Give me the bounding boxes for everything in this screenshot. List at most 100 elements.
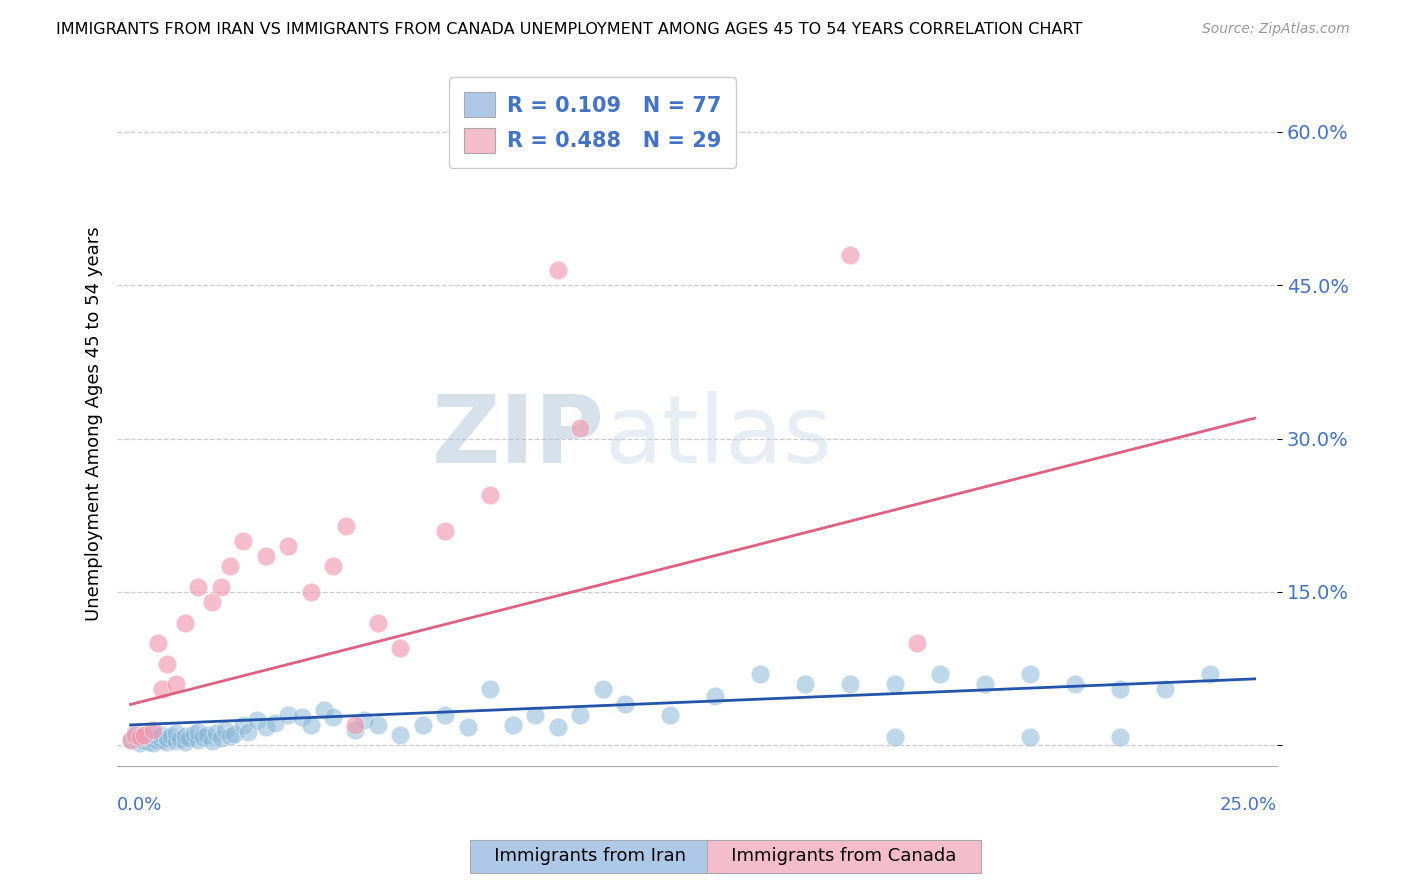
Point <box>200 734 222 748</box>
Text: ZIP: ZIP <box>432 391 605 483</box>
Point <box>299 718 322 732</box>
Point <box>179 731 201 746</box>
Point <box>367 615 389 630</box>
Point <box>434 707 457 722</box>
Point <box>156 731 179 746</box>
Point <box>195 728 218 742</box>
Point <box>134 728 156 742</box>
Point <box>146 636 169 650</box>
Point <box>884 677 907 691</box>
Point <box>1018 666 1040 681</box>
Point <box>1108 730 1130 744</box>
Point <box>150 728 173 742</box>
Text: atlas: atlas <box>605 391 832 483</box>
Point <box>183 727 205 741</box>
Text: Immigrants from Canada: Immigrants from Canada <box>714 847 973 865</box>
Point <box>218 729 240 743</box>
Point <box>973 677 995 691</box>
Point <box>146 730 169 744</box>
Point <box>1108 682 1130 697</box>
Point <box>218 559 240 574</box>
Point <box>367 718 389 732</box>
Point <box>232 533 254 548</box>
Point <box>150 733 173 747</box>
Point <box>322 559 344 574</box>
Point <box>128 730 150 744</box>
Point <box>389 728 412 742</box>
Point <box>592 682 614 697</box>
Point <box>173 729 195 743</box>
Point <box>839 247 862 261</box>
Point <box>120 733 142 747</box>
Point <box>173 615 195 630</box>
Point <box>142 727 165 741</box>
Legend: R = 0.109   N = 77, R = 0.488   N = 29: R = 0.109 N = 77, R = 0.488 N = 29 <box>449 78 737 168</box>
Point <box>1153 682 1175 697</box>
Text: 0.0%: 0.0% <box>117 797 163 814</box>
Point <box>659 707 682 722</box>
Point <box>173 735 195 749</box>
Point <box>200 595 222 609</box>
Point <box>389 641 412 656</box>
Point <box>165 677 187 691</box>
Point <box>214 723 236 737</box>
Point <box>344 718 367 732</box>
Point <box>907 636 929 650</box>
Point <box>1018 730 1040 744</box>
Point <box>749 666 772 681</box>
Point <box>263 715 285 730</box>
Point <box>344 723 367 737</box>
Point <box>353 713 375 727</box>
Point <box>704 690 727 704</box>
Point <box>128 728 150 742</box>
Point <box>254 720 277 734</box>
Point <box>187 725 209 739</box>
Point <box>165 734 187 748</box>
Point <box>299 585 322 599</box>
Point <box>191 730 214 744</box>
Point <box>209 731 232 746</box>
Point <box>547 720 569 734</box>
Point <box>479 682 502 697</box>
Point <box>205 726 228 740</box>
Point <box>335 518 357 533</box>
Point <box>547 263 569 277</box>
Point <box>277 707 299 722</box>
Point <box>124 728 146 742</box>
Point <box>502 718 524 732</box>
Point <box>479 488 502 502</box>
Point <box>124 730 146 744</box>
Point <box>412 718 434 732</box>
Point <box>187 733 209 747</box>
Point <box>142 723 165 737</box>
Point <box>929 666 952 681</box>
Point <box>245 713 267 727</box>
Text: Source: ZipAtlas.com: Source: ZipAtlas.com <box>1202 22 1350 37</box>
Point <box>142 732 165 747</box>
Point <box>614 698 637 712</box>
Point <box>169 732 191 747</box>
Point <box>277 539 299 553</box>
Point <box>312 702 335 716</box>
Point <box>138 731 160 746</box>
Point <box>146 734 169 748</box>
Point <box>128 732 150 747</box>
Point <box>134 729 156 743</box>
Point <box>524 707 547 722</box>
Point <box>165 726 187 740</box>
Point <box>138 735 160 749</box>
Point <box>569 421 592 435</box>
Point <box>222 727 245 741</box>
Point <box>1063 677 1085 691</box>
Point <box>142 736 165 750</box>
Point <box>794 677 817 691</box>
Point <box>209 580 232 594</box>
Point <box>322 710 344 724</box>
Y-axis label: Unemployment Among Ages 45 to 54 years: Unemployment Among Ages 45 to 54 years <box>86 226 103 621</box>
Text: Immigrants from Iran: Immigrants from Iran <box>478 847 703 865</box>
Text: 25.0%: 25.0% <box>1220 797 1277 814</box>
Point <box>120 733 142 747</box>
Point <box>236 725 259 739</box>
Point <box>156 735 179 749</box>
Point <box>124 726 146 740</box>
